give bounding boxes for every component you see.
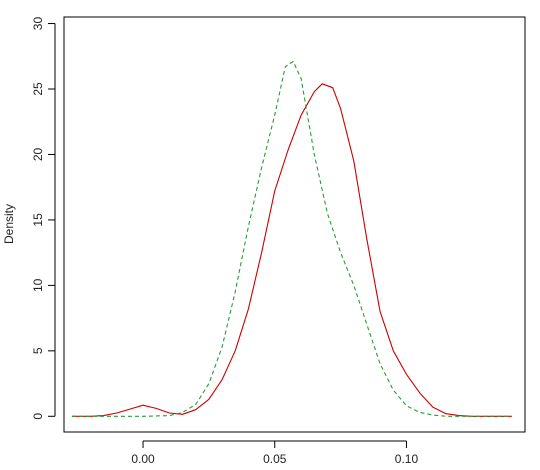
y-axis: 0 5 10 15 20 25 30 bbox=[31, 17, 56, 420]
density-series-line-1 bbox=[71, 83, 512, 417]
y-tick-label: 30 bbox=[31, 17, 45, 31]
y-tick-label: 0 bbox=[31, 413, 45, 420]
x-tick-label: 0.10 bbox=[395, 452, 419, 466]
y-axis-title: Density bbox=[2, 204, 16, 244]
plot-frame bbox=[63, 16, 526, 433]
y-tick-label: 10 bbox=[31, 278, 45, 292]
y-tick-label: 5 bbox=[31, 347, 45, 354]
x-tick-label: 0.00 bbox=[131, 452, 155, 466]
y-tick-label: 15 bbox=[31, 213, 45, 227]
y-tick-label: 25 bbox=[31, 82, 45, 96]
density-series-line-2 bbox=[71, 60, 512, 417]
series-layer bbox=[71, 60, 512, 417]
x-axis: 0.00 0.05 0.10 bbox=[131, 440, 419, 466]
x-tick-label: 0.05 bbox=[263, 452, 287, 466]
y-tick-label: 20 bbox=[31, 147, 45, 161]
